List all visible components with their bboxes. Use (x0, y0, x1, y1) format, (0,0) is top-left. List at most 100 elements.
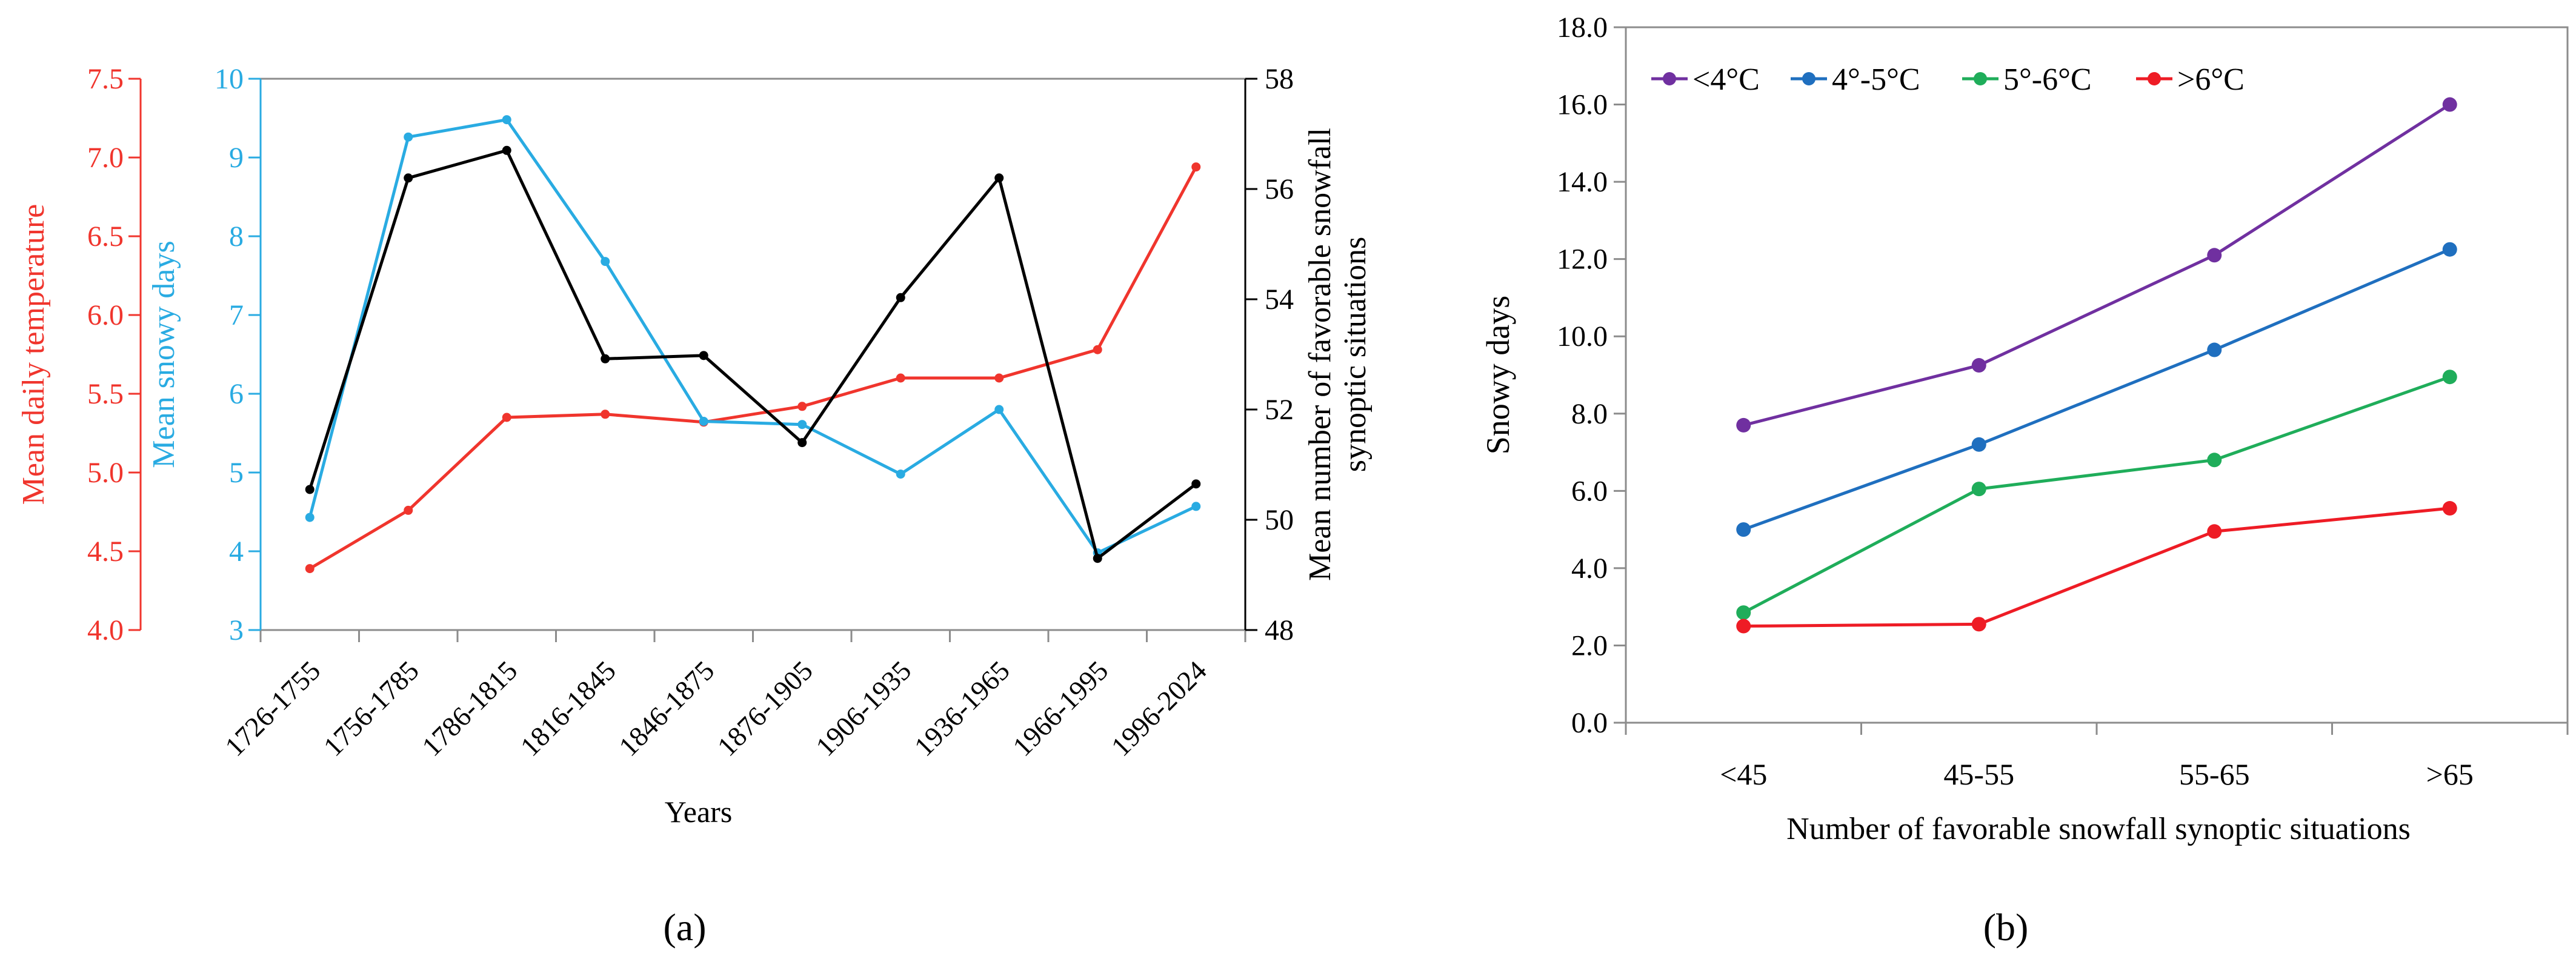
y-axis-title-syn-line: synoptic situations (1338, 237, 1373, 473)
y-axis-title-temp: Mean daily temperature (16, 204, 51, 505)
y-tick-label-temp: 5.5 (87, 378, 124, 410)
y-axis-title-syn: Mean number of favorable snowfallsynopti… (1303, 128, 1373, 581)
data-point-syn (994, 173, 1004, 183)
y-tick-label-temp: 6.5 (87, 221, 124, 253)
series-line-snow (308, 118, 1197, 555)
data-point-snow (305, 513, 315, 522)
y-tick-label-syn: 58 (1265, 63, 1294, 95)
data-point-syn (797, 438, 807, 448)
data-point (2442, 370, 2457, 385)
data-point-temp (1191, 162, 1201, 172)
y-tick-label: 4.0 (1571, 552, 1608, 585)
x-tick-label: 1756-1785 (318, 655, 425, 762)
x-tick-label: 1876-1905 (711, 655, 819, 762)
y-tick-label: 6.0 (1571, 475, 1608, 507)
y-axis-title: Snowy days (1480, 296, 1516, 455)
series-line (1743, 506, 2450, 628)
legend-item: 5°-6°C (1962, 62, 2092, 97)
series-line (1743, 375, 2451, 614)
data-point-syn (502, 145, 511, 155)
legend-item: 4°-5°C (1791, 62, 1920, 97)
data-point (2442, 242, 2457, 257)
data-point (2207, 453, 2222, 468)
y-tick-label-snow: 5 (229, 457, 244, 489)
data-point-snow (994, 405, 1004, 414)
y-tick-label-syn: 48 (1265, 614, 1294, 646)
data-point (1736, 619, 1751, 634)
legend-swatch-marker (1974, 72, 1987, 85)
series-line-temp (308, 166, 1197, 570)
y-axis-title-snow: Mean snowy days (147, 240, 181, 468)
y-tick-label-snow: 8 (229, 221, 244, 253)
y-tick-label-temp: 7.0 (87, 142, 124, 174)
y-tick-label-snow: 3 (229, 614, 244, 646)
x-tick-label: <45 (1720, 757, 1767, 791)
data-point-syn (1093, 554, 1102, 563)
x-tick-label: >65 (2426, 757, 2474, 791)
x-tick-label: 1786-1815 (416, 655, 523, 762)
x-tick-label: 1966-1995 (1007, 655, 1114, 762)
data-point (2442, 501, 2457, 516)
y-tick-label-snow: 4 (229, 536, 244, 568)
data-point-temp (896, 373, 905, 383)
data-point-temp (404, 505, 413, 515)
data-point-snow (404, 132, 413, 142)
y-tick-label-syn: 54 (1265, 284, 1294, 316)
y-tick-label-temp: 4.5 (87, 536, 124, 568)
x-tick-label: 1936-1965 (908, 655, 1016, 762)
y-tick-label-temp: 4.0 (87, 614, 124, 646)
y-tick-label: 18.0 (1557, 12, 1608, 44)
y-tick-label-syn: 52 (1265, 394, 1294, 426)
series-line (1743, 248, 2451, 531)
data-point-syn (305, 485, 315, 494)
data-point-temp (601, 410, 610, 419)
y-tick-label: 10.0 (1557, 320, 1608, 353)
legend-item: <4°C (1651, 62, 1760, 97)
data-point-snow (896, 469, 905, 479)
data-point-snow (797, 420, 807, 430)
x-tick-label: 1726-1755 (219, 655, 326, 762)
x-tick-label: 55-65 (2179, 757, 2250, 791)
data-point (1971, 358, 1986, 373)
data-point (1971, 437, 1986, 452)
data-point-syn (896, 293, 905, 302)
x-axis-title: Number of favorable snowfall synoptic si… (1786, 812, 2411, 846)
legend-label: 5°-6°C (2003, 62, 2092, 97)
data-point (2442, 97, 2457, 112)
x-tick-label: 45-55 (1943, 757, 2014, 791)
x-axis-title: Years (665, 795, 733, 829)
data-point-snow (699, 417, 708, 426)
data-point (1971, 482, 1986, 497)
series-line (1743, 103, 2451, 427)
y-tick-label-snow: 10 (215, 63, 244, 95)
data-point-syn (1191, 479, 1201, 489)
plot-border (1625, 26, 2569, 724)
y-tick-label: 8.0 (1571, 398, 1608, 430)
data-point (1971, 617, 1986, 632)
legend-label: 4°-5°C (1832, 62, 1920, 97)
x-tick-label: 1996-2024 (1105, 655, 1213, 762)
x-tick-label: 1906-1935 (810, 655, 917, 762)
data-point (1736, 522, 1751, 537)
y-tick-label-syn: 50 (1265, 504, 1294, 536)
y-tick-label-snow: 6 (229, 378, 244, 410)
y-tick-label-snow: 7 (229, 299, 244, 331)
data-point-temp (1093, 345, 1102, 354)
legend-label: >6°C (2177, 62, 2245, 97)
data-point-temp (305, 564, 315, 574)
data-point (2207, 342, 2222, 357)
y-tick-label-snow: 9 (229, 142, 244, 174)
series-line-syn (308, 148, 1197, 560)
data-point (2207, 524, 2222, 539)
y-tick-label: 16.0 (1557, 89, 1608, 121)
legend-swatch-marker (1802, 72, 1816, 85)
legend-label: <4°C (1692, 62, 1760, 97)
panel-a-chart: 1726-17551756-17851786-18151816-18451846… (16, 63, 1373, 829)
y-tick-label-temp: 7.5 (87, 63, 124, 95)
y-tick-label-syn: 56 (1265, 173, 1294, 205)
data-point-temp (994, 373, 1004, 383)
legend: <4°C 4°-5°C 5°-6°C >6°C (1651, 62, 2245, 97)
data-point-temp (502, 413, 511, 422)
x-tick-label: 1816-1845 (514, 655, 622, 762)
